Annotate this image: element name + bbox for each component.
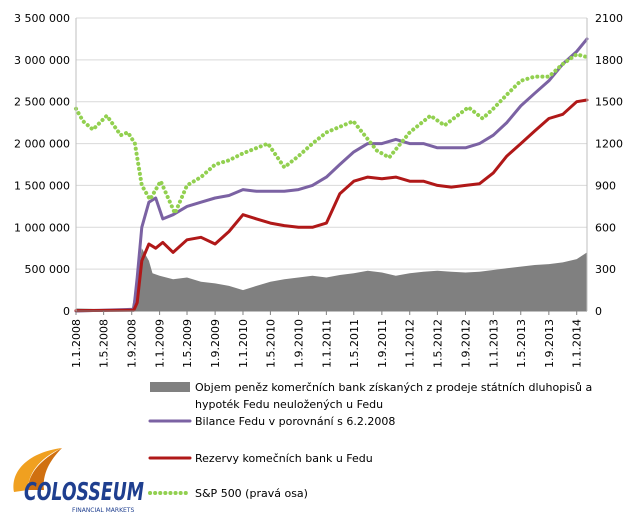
axes [75,18,588,312]
x-tick-label: 1.5.2011 [348,319,361,368]
right-tick-label: 300 [595,263,616,276]
right-tick-label: 1200 [595,138,623,151]
logo-swoosh-icon [13,448,63,492]
x-tick-label: 1.9.2009 [209,319,222,368]
left-tick-label: 500 000 [25,263,71,276]
right-tick-label: 600 [595,221,616,234]
x-tick-label: 1.1.2010 [237,319,250,368]
left-axis-ticks: 0 500 000 1 000 000 1 500 000 2 000 000 2 500… [14,12,70,318]
x-tick-label: 1.9.2012 [459,319,472,368]
colosseum-logo: COLOSSEUM FINANCIAL MARKETS [13,448,144,514]
legend: Objem peněz komerčních bank získaných z … [148,381,592,500]
left-tick-label: 3 000 000 [14,54,70,67]
x-tick-label: 1.1.2011 [320,319,333,368]
x-tick-label: 1.9.2008 [126,319,139,368]
left-tick-label: 1 000 000 [14,221,70,234]
legend-entry-label: Bilance Fedu v porovnání s 6.2.2008 [195,415,395,428]
left-tick-label: 0 [63,305,70,318]
left-tick-label: 2 500 000 [14,96,70,109]
right-tick-label: 2100 [595,12,623,25]
logo-wordmark: COLOSSEUM [24,477,144,506]
area-series-layer [76,248,587,311]
x-tick-label: 1.1.2013 [487,319,500,368]
x-tick-label: 1.5.2012 [431,319,444,368]
line-series-layer [74,37,589,313]
logo-swoosh-shadow-icon [28,448,62,490]
series-line-3 [74,52,589,216]
x-tick-label: 1.1.2014 [571,319,584,368]
left-tick-label: 1 500 000 [14,179,70,192]
right-tick-label: 1800 [595,54,623,67]
legend-entry-label: S&P 500 (pravá osa) [195,487,308,500]
series-line-2 [74,98,589,313]
legend-entry-label: Rezervy komečních bank u Fedu [195,452,373,465]
x-tick-label: 1.9.2011 [376,319,389,368]
x-tick-label: 1.5.2008 [98,319,111,368]
x-tick-label: 1.1.2008 [70,319,83,368]
legend-symbol-area [150,382,190,392]
x-tick-label: 1.1.2009 [154,319,167,368]
right-tick-label: 0 [595,305,602,318]
x-tick-label: 1.5.2010 [264,319,277,368]
right-tick-label: 1500 [595,96,623,109]
legend-entry-label: Objem peněz komerčních bank získaných z … [195,381,592,411]
x-tick-label: 1.5.2013 [515,319,528,368]
x-tick-label: 1.5.2009 [181,319,194,368]
x-tick-label: 1.9.2010 [292,319,305,368]
gridlines [76,17,587,312]
series-line-1 [74,37,589,313]
series-objem-area [76,248,587,311]
right-axis-ticks: 0 300 600 900 1200 1500 1800 2100 [595,12,623,318]
logo-tagline: FINANCIAL MARKETS [72,507,134,514]
x-axis-ticks: 1.1.2008 1.5.2008 1.9.2008 1.1.2009 1.5.2009… [70,311,584,368]
x-tick-label: 1.9.2013 [543,319,556,368]
left-tick-label: 2 000 000 [14,138,70,151]
x-tick-label: 1.1.2012 [404,319,417,368]
left-tick-label: 3 500 000 [14,12,70,25]
right-tick-label: 900 [595,179,616,192]
